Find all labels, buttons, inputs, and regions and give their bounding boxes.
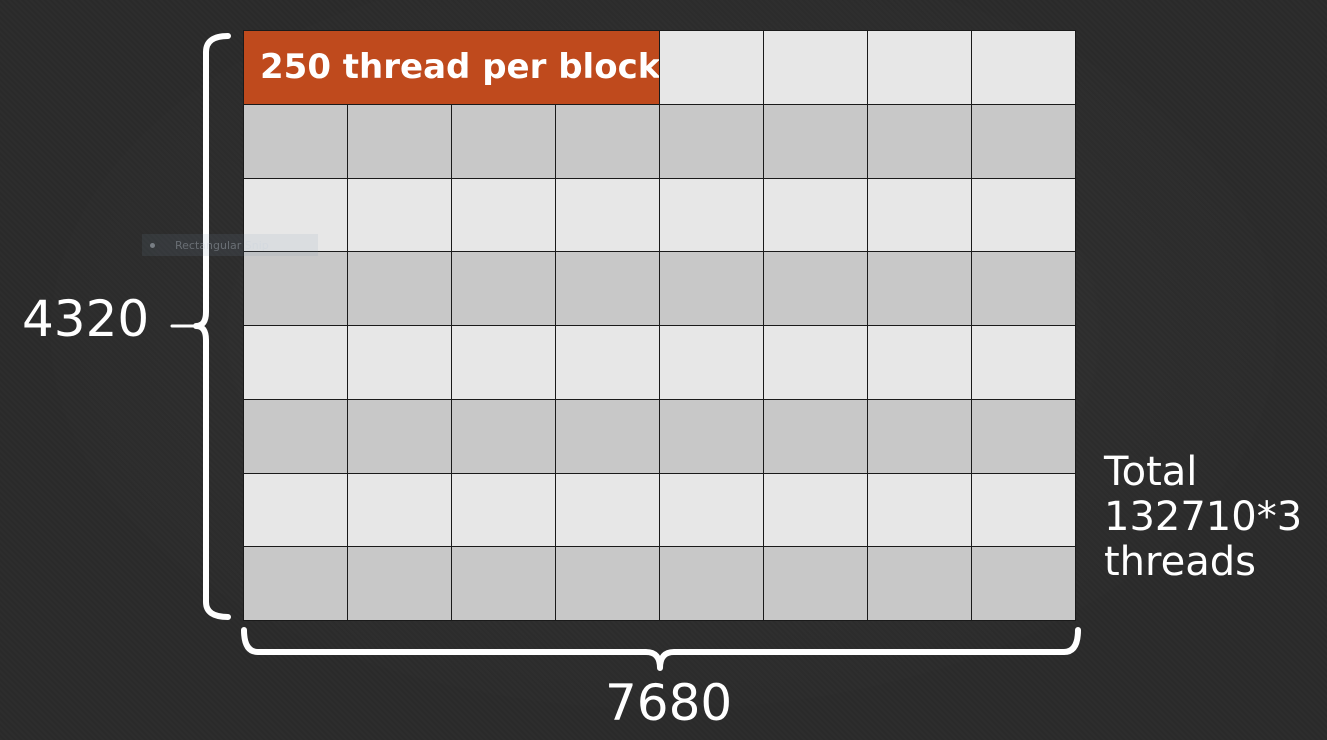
grid-cell [972, 178, 1076, 253]
grid-cell [452, 473, 556, 548]
grid-cell [556, 473, 660, 548]
grid-cell [764, 252, 868, 326]
total-line: Total [1104, 449, 1198, 495]
grid-cell [660, 399, 764, 474]
total-threads-label: Total 132710*3 threads [1104, 450, 1302, 585]
grid-cell [556, 178, 660, 253]
grid-cell [556, 399, 660, 474]
highlighted-thread-block: 250 thread per block [244, 31, 660, 105]
left-brace [193, 33, 231, 620]
grid-cell [868, 31, 972, 105]
grid-cell [972, 104, 1076, 179]
grid-cell [868, 473, 972, 548]
grid-cell [244, 326, 348, 400]
grid-cell [348, 104, 452, 179]
grid-cell [556, 326, 660, 400]
grid-cell [972, 326, 1076, 400]
grid-cell [972, 31, 1076, 105]
grid-cell [244, 252, 348, 326]
grid-cell [660, 547, 764, 621]
grid-cell [868, 326, 972, 400]
grid-cell [452, 326, 556, 400]
grid-cell [764, 399, 868, 474]
grid-cell [868, 178, 972, 253]
grid-cell [660, 473, 764, 548]
grid-cell [868, 104, 972, 179]
grid-cell [764, 547, 868, 621]
height-label: 4320 [22, 290, 150, 348]
grid-cell [556, 104, 660, 179]
grid-cell [660, 178, 764, 253]
grid-cell [244, 547, 348, 621]
grid-cell [660, 252, 764, 326]
grid-cell [556, 252, 660, 326]
grid-cell [972, 473, 1076, 548]
grid-cell [244, 473, 348, 548]
thread-block-grid: 250 thread per block [243, 30, 1076, 621]
snip-dot-icon [150, 242, 155, 248]
bottom-brace [241, 627, 1081, 671]
grid-cell [348, 399, 452, 474]
width-label: 7680 [605, 674, 733, 732]
grid-cell [972, 399, 1076, 474]
total-line: 132710*3 [1104, 494, 1303, 540]
grid-cell [348, 178, 452, 253]
grid-cell [452, 547, 556, 621]
grid-cell [452, 399, 556, 474]
grid-cell [764, 178, 868, 253]
grid-cell [348, 326, 452, 400]
grid-cell [244, 178, 348, 253]
rectangular-snip-overlay: Rectangular Snip [142, 234, 318, 256]
grid-cell [764, 104, 868, 179]
total-line: threads [1104, 539, 1256, 585]
grid-cell [556, 547, 660, 621]
grid-cell [452, 104, 556, 179]
grid-cell [452, 252, 556, 326]
grid-cell [348, 473, 452, 548]
grid-cell [660, 326, 764, 400]
grid-cell [348, 252, 452, 326]
grid-cell [764, 326, 868, 400]
grid-cell [452, 178, 556, 253]
snip-overlay-label: Rectangular Snip [175, 238, 269, 252]
grid-cell [660, 104, 764, 179]
grid-cell [868, 252, 972, 326]
grid-cell [868, 399, 972, 474]
grid-cell [972, 547, 1076, 621]
grid-cell [348, 547, 452, 621]
grid-cell [660, 31, 764, 105]
grid-cell [244, 399, 348, 474]
grid-cell [764, 31, 868, 105]
grid-cell [972, 252, 1076, 326]
grid-cell [764, 473, 868, 548]
grid-cell [244, 104, 348, 179]
grid-cell [868, 547, 972, 621]
